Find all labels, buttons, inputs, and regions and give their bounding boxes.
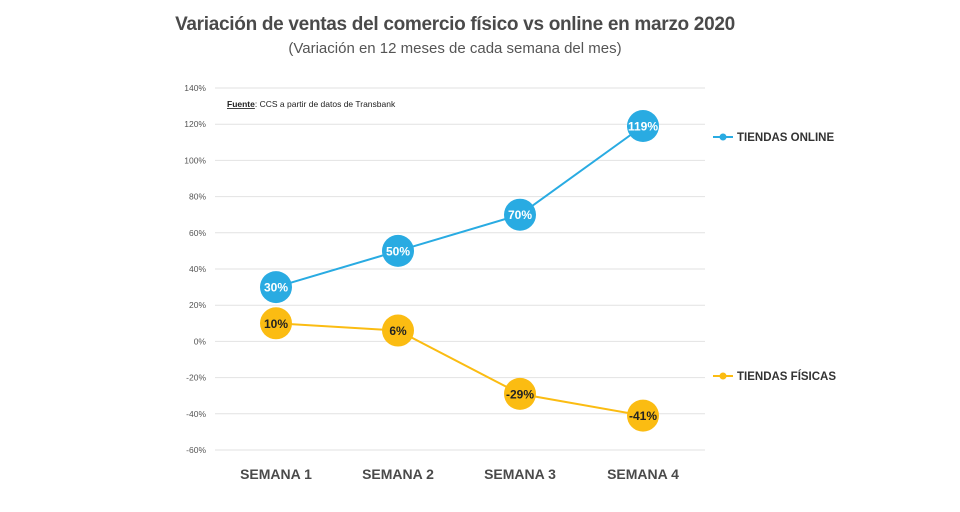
series-points: 30% 50% 70% 119% 10% 6% -29% -41% [260,110,659,432]
data-label: 30% [264,281,288,295]
x-category-label: SEMANA 1 [240,466,312,482]
y-tick-label: 100% [184,155,206,165]
y-axis: 140% 120% 100% 80% 60% 40% 20% 0% -20% -40% -60% [184,83,206,455]
legend-label: TIENDAS FÍSICAS [737,370,836,383]
data-point [382,234,414,267]
data-label: 6% [389,324,407,338]
data-point [260,307,292,340]
series-line [275,125,644,289]
data-label: -29% [506,387,534,401]
data-point [504,198,536,231]
x-category-label: SEMANA 3 [484,466,556,482]
legend-marker [719,133,727,141]
legend: TIENDAS ONLINE TIENDAS FÍSICAS [713,132,836,383]
data-label: -41% [629,409,657,423]
chart-title: Variación de ventas del comercio físico … [175,14,735,35]
data-point [627,110,659,143]
series-lines [275,125,644,417]
data-point [627,399,659,432]
y-tick-label: 20% [189,300,206,310]
legend-marker [719,372,727,380]
x-axis: SEMANA 1 SEMANA 2 SEMANA 3 SEMANA 4 [240,466,679,482]
data-point [382,314,414,347]
y-tick-label: 0% [194,336,207,346]
data-point [504,377,536,410]
source-note: Fuente: CCS a partir de datos de Transba… [227,99,396,109]
y-tick-label: 120% [184,119,206,129]
chart-subtitle: (Variación en 12 meses de cada semana de… [288,40,622,57]
legend-label: TIENDAS ONLINE [737,132,834,144]
x-category-label: SEMANA 4 [607,466,679,482]
source-text: : CCS a partir de datos de Transbank [255,99,396,109]
y-tick-label: 40% [189,264,206,274]
gridlines [215,87,705,451]
data-label: 70% [508,208,532,222]
y-tick-label: 60% [189,228,206,238]
data-label: 119% [628,120,658,134]
y-tick-label: -20% [186,373,206,383]
y-tick-label: 140% [184,83,206,93]
data-label: 10% [264,317,288,331]
data-point [260,271,292,304]
data-label: 50% [386,244,410,258]
source-label: Fuente [227,99,255,109]
x-category-label: SEMANA 2 [362,466,434,482]
series-line [275,322,644,417]
y-tick-label: 80% [189,192,206,202]
y-tick-label: -40% [186,409,206,419]
y-tick-label: -60% [186,445,206,455]
